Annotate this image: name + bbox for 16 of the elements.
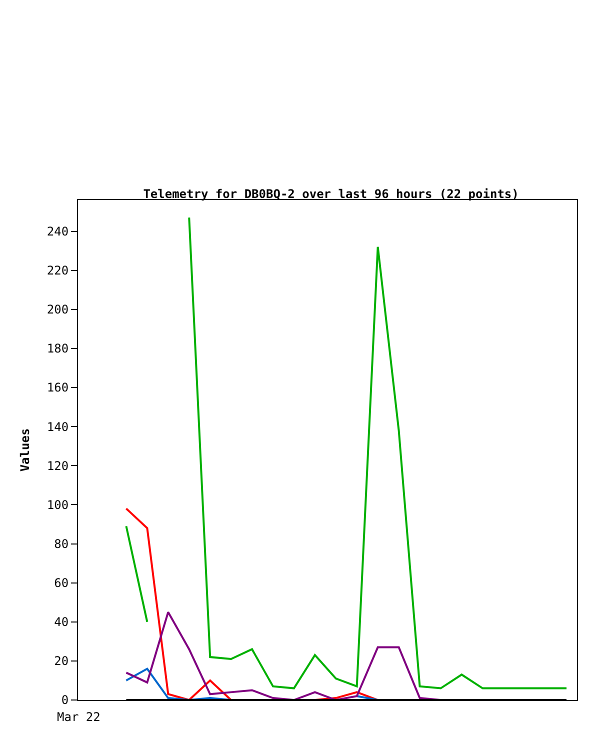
text: Mar 22 [57, 710, 100, 724]
y-tick-label: 120 [46, 458, 69, 473]
y-tick-label: 0 [61, 693, 69, 708]
y-tick-label: 100 [46, 498, 69, 512]
chart-title: Telemetry for DB0BQ-2 over last 96 hours (22 points) [143, 187, 519, 201]
y-tick-label: 180 [46, 342, 69, 356]
y-tick-label: 140 [46, 420, 69, 434]
y-tick-label: 60 [54, 576, 69, 590]
y-tick-label: 80 [54, 536, 69, 551]
y-axis-title: Values [18, 428, 32, 472]
y-tick-label: 40 [54, 615, 69, 630]
y-tick-label: 160 [46, 380, 69, 395]
y-tick-label: 20 [54, 654, 69, 668]
y-tick-label: 220 [46, 264, 69, 278]
y-tick-label: 200 [46, 302, 69, 317]
y-tick-label: 240 [46, 224, 69, 238]
